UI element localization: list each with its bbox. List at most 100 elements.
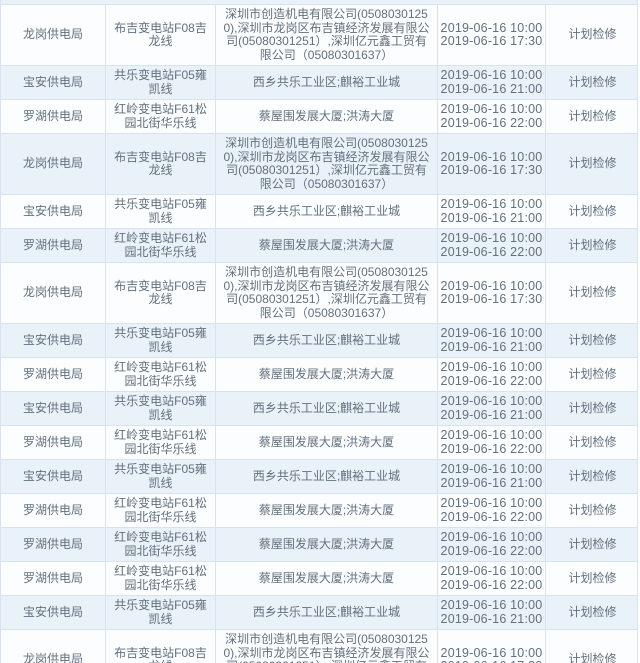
area-cell: 西乡共乐工业区;麒裕工业城 [216, 195, 438, 228]
bureau-cell: 宝安供电局 [1, 460, 106, 493]
line-cell: 红岭变电站F61松园北街华乐线 [106, 100, 216, 133]
time-cell: 2019-06-16 10:00 2019-06-16 22:00 [438, 426, 546, 459]
line-cell: 红岭变电站F61松园北街华乐线 [106, 494, 216, 527]
outage-table-body: 龙岗供电局 布吉变电站F08吉龙线 深圳市创造机电有限公司(0508030125… [1, 5, 637, 663]
time-cell: 2019-06-16 10:00 2019-06-16 17:30 [438, 263, 546, 323]
start-time: 2019-06-16 10:00 [440, 102, 543, 116]
time-cell: 2019-06-16 10:00 2019-06-16 22:00 [438, 358, 546, 391]
type-cell: 计划检修 [568, 400, 617, 415]
end-time: 2019-06-16 17:30 [440, 163, 543, 177]
bureau-cell: 罗湖供电局 [1, 528, 106, 561]
area-cell: 蔡屋围发展大厦;洪涛大厦 [216, 562, 438, 595]
start-time: 2019-06-16 10:00 [440, 598, 543, 612]
area-cell: 蔡屋围发展大厦;洪涛大厦 [216, 229, 438, 262]
start-time: 2019-06-16 10:00 [440, 326, 543, 340]
table-row: 罗湖供电局 红岭变电站F61松园北街华乐线 蔡屋围发展大厦;洪涛大厦 2019-… [1, 426, 637, 460]
table-row: 宝安供电局 共乐变电站F05雍凯线 西乡共乐工业区;麒裕工业城 2019-06-… [1, 460, 637, 494]
area-cell: 蔡屋围发展大厦;洪涛大厦 [216, 100, 438, 133]
bureau-cell: 宝安供电局 [1, 392, 106, 425]
table-row: 罗湖供电局 红岭变电站F61松园北街华乐线 蔡屋围发展大厦;洪涛大厦 2019-… [1, 528, 637, 562]
table-row: 龙岗供电局 布吉变电站F08吉龙线 深圳市创造机电有限公司(0508030125… [1, 630, 637, 663]
clipped-row-edge [1, 0, 637, 5]
end-time: 2019-06-16 21:00 [440, 339, 543, 354]
type-cell: 计划检修 [568, 604, 617, 619]
bureau-cell: 龙岗供电局 [1, 263, 106, 323]
area-cell: 西乡共乐工业区;麒裕工业城 [216, 66, 438, 99]
end-time: 2019-06-16 22:00 [440, 373, 543, 388]
line-cell: 红岭变电站F61松园北街华乐线 [106, 562, 216, 595]
type-cell: 计划检修 [568, 332, 617, 347]
time-cell: 2019-06-16 10:00 2019-06-16 21:00 [438, 596, 546, 629]
time-cell: 2019-06-16 10:00 2019-06-16 22:00 [438, 494, 546, 527]
bureau-cell: 宝安供电局 [1, 324, 106, 357]
end-time: 2019-06-16 22:00 [440, 509, 543, 524]
type-cell: 计划检修 [568, 285, 617, 300]
line-cell: 布吉变电站F08吉龙线 [106, 630, 216, 663]
time-cell: 2019-06-16 10:00 2019-06-16 21:00 [438, 392, 546, 425]
bureau-cell: 宝安供电局 [1, 195, 106, 228]
line-cell: 红岭变电站F61松园北街华乐线 [106, 426, 216, 459]
line-cell: 共乐变电站F05雍凯线 [106, 324, 216, 357]
type-cell: 计划检修 [568, 108, 617, 123]
time-cell: 2019-06-16 10:00 2019-06-16 17:30 [438, 134, 546, 194]
end-time: 2019-06-16 22:00 [440, 543, 543, 558]
end-time: 2019-06-16 17:30 [440, 34, 543, 48]
table-row: 罗湖供电局 红岭变电站F61松园北街华乐线 蔡屋围发展大厦;洪涛大厦 2019-… [1, 100, 637, 134]
line-cell: 共乐变电站F05雍凯线 [106, 460, 216, 493]
table-row: 宝安供电局 共乐变电站F05雍凯线 西乡共乐工业区;麒裕工业城 2019-06-… [1, 324, 637, 358]
start-time: 2019-06-16 10:00 [440, 68, 543, 82]
end-time: 2019-06-16 17:30 [440, 292, 543, 306]
area-cell: 蔡屋围发展大厦;洪涛大厦 [216, 494, 438, 527]
table-row: 龙岗供电局 布吉变电站F08吉龙线 深圳市创造机电有限公司(0508030125… [1, 134, 637, 195]
area-cell: 蔡屋围发展大厦;洪涛大厦 [216, 528, 438, 561]
area-cell: 西乡共乐工业区;麒裕工业城 [216, 460, 438, 493]
start-time: 2019-06-16 10:00 [440, 394, 543, 408]
bureau-cell: 龙岗供电局 [1, 5, 106, 65]
time-cell: 2019-06-16 10:00 2019-06-16 21:00 [438, 324, 546, 357]
bureau-cell: 罗湖供电局 [1, 229, 106, 262]
type-cell: 计划检修 [568, 502, 617, 517]
time-cell: 2019-06-16 10:00 2019-06-16 22:00 [438, 229, 546, 262]
type-cell: 计划检修 [568, 156, 617, 171]
line-cell: 共乐变电站F05雍凯线 [106, 596, 216, 629]
line-cell: 共乐变电站F05雍凯线 [106, 392, 216, 425]
start-time: 2019-06-16 10:00 [440, 231, 543, 245]
area-cell: 西乡共乐工业区;麒裕工业城 [216, 392, 438, 425]
area-cell: 蔡屋围发展大厦;洪涛大厦 [216, 426, 438, 459]
bureau-cell: 龙岗供电局 [1, 630, 106, 663]
line-cell: 红岭变电站F61松园北街华乐线 [106, 358, 216, 391]
area-cell: 深圳市创造机电有限公司(05080301250),深圳市龙岗区布吉镇经济发展有限… [216, 630, 438, 663]
table-row: 罗湖供电局 红岭变电站F61松园北街华乐线 蔡屋围发展大厦;洪涛大厦 2019-… [1, 229, 637, 263]
time-cell: 2019-06-16 10:00 2019-06-16 22:00 [438, 528, 546, 561]
time-cell: 2019-06-16 10:00 2019-06-16 21:00 [438, 195, 546, 228]
line-cell: 布吉变电站F08吉龙线 [106, 134, 216, 194]
start-time: 2019-06-16 10:00 [440, 428, 543, 442]
bureau-cell: 罗湖供电局 [1, 562, 106, 595]
area-cell: 深圳市创造机电有限公司(05080301250),深圳市龙岗区布吉镇经济发展有限… [216, 263, 438, 323]
start-time: 2019-06-16 10:00 [440, 20, 543, 35]
end-time: 2019-06-16 17:30 [441, 659, 543, 663]
type-cell: 计划检修 [568, 536, 617, 551]
bureau-cell: 宝安供电局 [1, 66, 106, 99]
end-time: 2019-06-16 21:00 [440, 407, 543, 422]
table-row: 宝安供电局 共乐变电站F05雍凯线 西乡共乐工业区;麒裕工业城 2019-06-… [1, 392, 637, 426]
start-time: 2019-06-16 10:00 [440, 197, 543, 211]
type-cell: 计划检修 [568, 237, 617, 252]
type-cell: 计划检修 [568, 570, 617, 585]
bureau-cell: 罗湖供电局 [1, 100, 106, 133]
type-cell: 计划检修 [568, 203, 617, 218]
area-cell: 深圳市创造机电有限公司(05080301250),深圳市龙岗区布吉镇经济发展有限… [216, 134, 438, 194]
line-cell: 共乐变电站F05雍凯线 [106, 66, 216, 99]
start-time: 2019-06-16 10:00 [440, 149, 543, 164]
start-time: 2019-06-16 10:00 [440, 564, 543, 578]
type-cell: 计划检修 [568, 366, 617, 381]
table-row: 龙岗供电局 布吉变电站F08吉龙线 深圳市创造机电有限公司(0508030125… [1, 5, 637, 66]
line-cell: 共乐变电站F05雍凯线 [106, 195, 216, 228]
type-cell: 计划检修 [568, 27, 617, 42]
type-cell: 计划检修 [568, 434, 617, 449]
time-cell: 2019-06-16 10:00 2019-06-16 22:00 [438, 100, 546, 133]
time-cell: 2019-06-16 10:00 2019-06-16 21:00 [438, 460, 546, 493]
bureau-cell: 龙岗供电局 [1, 134, 106, 194]
line-cell: 布吉变电站F08吉龙线 [106, 263, 216, 323]
